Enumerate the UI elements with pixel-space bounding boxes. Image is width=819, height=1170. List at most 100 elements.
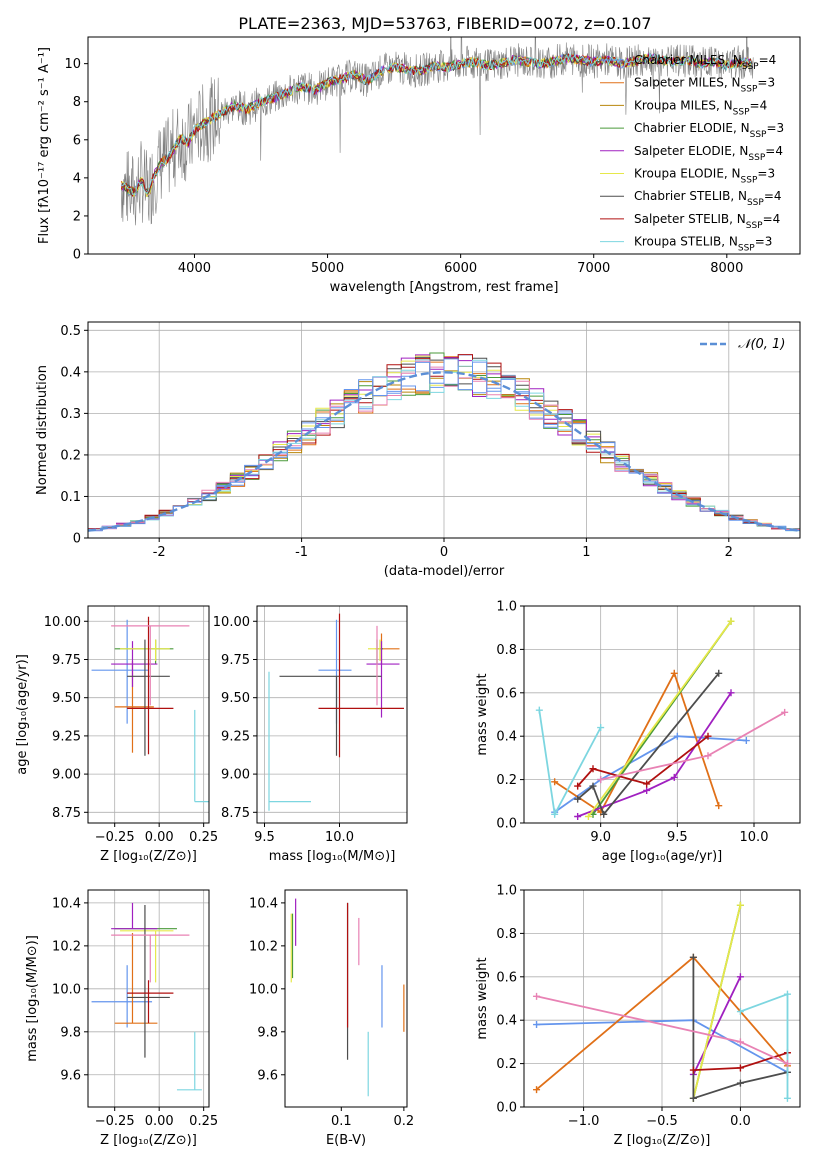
y-axis-label: age [log₁₀(age/yr)] [15,654,30,775]
axes-frame [523,605,801,824]
y-axis-label: mass weight [475,673,490,755]
mass-weight-marker [736,973,744,981]
legend-label: 𝒩(0, 1) [738,337,785,352]
mass-weight-marker [597,776,605,784]
legend-label: Kroupa STELIB, NSSP=3 [634,235,772,254]
mass-weight-line [587,620,732,818]
mass-weight-line [600,711,786,781]
x-axis-label: Z [log₁₀(Z/Z⊙)] [100,849,197,864]
x-tick-label: 0.1 [331,1114,352,1129]
x-axis-label: E(B-V) [326,1133,366,1148]
y-tick-label: 9.50 [221,691,250,706]
y-tick-label: 2 [73,209,81,224]
mass-weight-marker [715,669,723,677]
mass-weight-marker [783,1060,791,1068]
x-tick-label: −0.25 [95,830,135,845]
x-tick-label: 9.5 [254,830,275,845]
mass-weight-line [577,735,709,787]
legend-label: Kroupa MILES, NSSP=4 [634,98,767,117]
x-tick-label: −0.25 [95,1114,135,1129]
errorbar-point [127,616,174,755]
y-tick-label: 1.0 [496,600,517,615]
y-tick-label: 10.0 [249,982,278,997]
axes-frame [87,321,801,539]
mass-weight-marker [643,780,651,788]
x-tick-label: 4000 [178,261,211,276]
errorbar-point [111,625,190,706]
x-axis-label: age [log₁₀(age/yr)] [602,849,723,864]
y-tick-label: 1.0 [496,884,517,899]
mass-weight-marker [673,732,681,740]
mass-weight-line [692,904,742,1099]
legend-label: Salpeter STELIB, NSSP=4 [634,212,780,231]
model-spectrum-line [121,51,753,196]
figure-title: PLATE=2363, MJD=53763, FIBERID=0072, z=0… [238,14,651,33]
mass-weight-marker [533,992,541,1000]
y-tick-label: 0.3 [60,407,81,422]
axes-frame [256,605,408,824]
mass-weight-marker [689,1066,697,1074]
x-tick-label: −0.5 [646,1114,678,1129]
x-tick-label: 8000 [710,261,743,276]
errorbar-point [114,932,158,1024]
errorbar-point [114,639,174,665]
x-tick-label: 1 [582,545,590,560]
age-vs-mass-panel: 9.5 10.0 8.75 9.00 9.25 9.50 9.75 10.00 mass [lo… [213,605,408,864]
x-tick-label: 0.2 [394,1114,415,1129]
y-tick-label: 8.75 [52,806,81,821]
y-tick-label: 10.00 [44,615,81,630]
legend-label: Salpeter MILES, NSSP=3 [634,76,775,95]
mass-weight-line [554,671,720,814]
mass-weight-marker [715,802,723,810]
weight-vs-age-panel: 9.0 9.5 10.0 0.0 0.2 0.4 0.6 0.8 1.0 age [log₁₀(a… [475,600,801,864]
y-tick-label: 0.0 [496,1101,517,1116]
mass-weight-marker [783,990,791,998]
axes-frame [87,889,210,1108]
errorbar-point [268,671,311,811]
x-tick-label: 7000 [577,261,610,276]
mass-vs-metallicity-panel: −0.25 0.00 0.25 9.6 9.8 10.0 10.2 10.4 Z [log₁₀(… [25,889,218,1148]
y-tick-label: 0 [73,532,81,547]
normal-reference-curve [88,371,800,532]
y-tick-label: 0.2 [496,773,517,788]
y-tick-label: 10.4 [52,896,81,911]
y-axis-label: Flux [fλ10⁻¹⁷ erg cm⁻² s⁻¹ A⁻¹] [37,47,52,244]
y-tick-label: 6 [73,133,81,148]
x-tick-label: 2 [725,545,733,560]
x-tick-label: -1 [295,545,308,560]
x-tick-label: 0.25 [189,1114,218,1129]
y-tick-label: 10 [64,57,81,72]
mass-weight-marker [781,708,789,716]
mass-weight-marker [600,810,608,818]
x-tick-label: 0.00 [145,1114,174,1129]
mass-weight-marker [742,737,750,745]
x-axis-label: (data-model)/error [384,564,505,579]
y-tick-label: 10.00 [213,615,250,630]
mass-weight-line [740,992,789,1099]
y-tick-label: 0.1 [60,490,81,505]
y-tick-label: 8 [73,95,81,110]
y-tick-label: 9.25 [221,729,250,744]
axes-frame [284,889,408,1108]
mass-weight-marker [533,1086,541,1094]
mass-weight-marker [643,786,651,794]
mass-weight-marker [783,1094,791,1102]
mass-weight-marker [551,810,559,818]
legend-label: Kroupa ELODIE, NSSP=3 [634,167,775,186]
y-tick-label: 9.50 [52,691,81,706]
errorbar-point [366,641,400,718]
mass-weight-marker [597,724,605,732]
mass-weight-marker [736,901,744,909]
x-tick-label: 9.0 [590,830,611,845]
errorbar-point [111,902,158,930]
y-tick-label: 9.00 [221,768,250,783]
x-tick-label: 0.0 [730,1114,751,1129]
x-tick-label: 6000 [444,261,477,276]
mass-weight-marker [736,1079,744,1087]
errorbar-point [279,675,382,756]
x-tick-label: 10.0 [740,830,769,845]
y-tick-label: 0.2 [60,448,81,463]
y-tick-label: 10.0 [52,982,81,997]
axes-frame [87,36,801,255]
